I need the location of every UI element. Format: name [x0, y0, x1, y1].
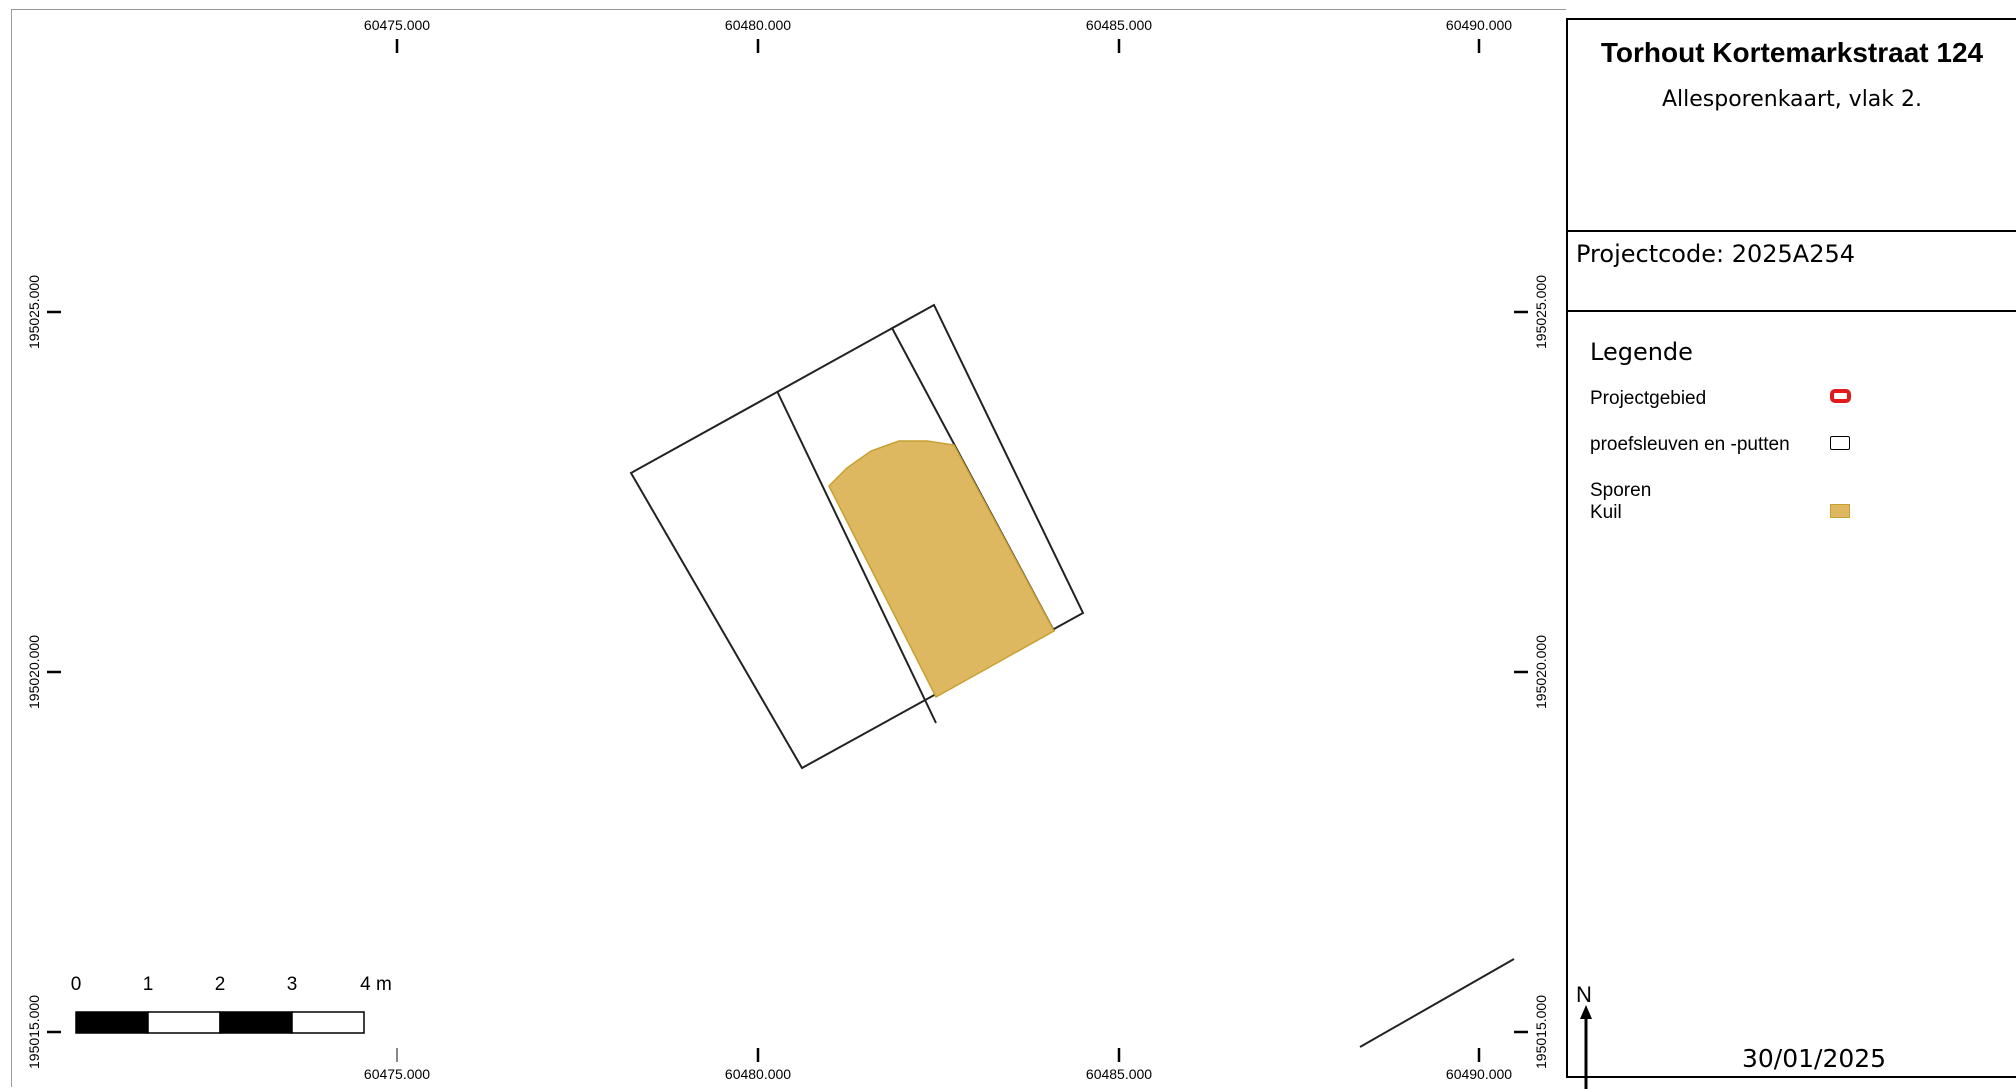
scale-label-2: 2 [215, 974, 226, 995]
map-frame [11, 9, 1566, 1087]
y-label-right-1: 195025.000 [1533, 275, 1549, 349]
scale-segment-4 [291, 1011, 365, 1034]
legend-item-sporen: Sporen Kuil [1590, 480, 2016, 524]
legend-heading: Legende [1590, 338, 1693, 366]
x-axis-bottom: 60475.000 60480.000 60485.000 60490.000 [364, 1048, 1512, 1082]
x-label-bottom-1: 60475.000 [364, 1066, 430, 1082]
projectgebied-edge-line [1359, 958, 1515, 1048]
map-title: Torhout Kortemarkstraat 124 [1600, 37, 1984, 68]
project-code: Projectcode: 2025A254 [1576, 240, 1856, 268]
y-label-right-2: 195020.000 [1533, 635, 1549, 709]
x-label-top-4: 60490.000 [1446, 17, 1512, 33]
legend-label-projectgebied: Projectgebied [1590, 388, 1707, 409]
scale-segment-2 [147, 1011, 221, 1034]
map-subtitle: Allesporenkaart, vlak 2. [1661, 87, 1923, 112]
legend-label-proefsleuven: proefsleuven en -putten [1590, 434, 1790, 455]
north-label: N [1576, 982, 1592, 1007]
legend-item-kuil: Kuil [1590, 502, 2016, 524]
y-axis-left: 195025.000 195020.000 195015.000 [26, 275, 61, 1069]
x-label-bottom-2: 60480.000 [725, 1066, 791, 1082]
scale-label-3: 3 [287, 974, 298, 995]
scale-label-4: 4 m [360, 974, 392, 995]
north-arrow-icon [1580, 1005, 1592, 1089]
map-features [629, 303, 1515, 1048]
y-label-left-3: 195015.000 [26, 995, 42, 1069]
trench-segment-divider-1 [776, 390, 937, 724]
y-label-left-1: 195025.000 [26, 275, 42, 349]
x-label-top-3: 60485.000 [1086, 17, 1152, 33]
trench-outline[interactable] [629, 303, 1085, 770]
y-axis-right: 195025.000 195020.000 195015.000 [1514, 275, 1549, 1069]
title-block: Torhout Kortemarkstraat 124 Allesporenka… [1568, 20, 2016, 232]
y-label-right-3: 195015.000 [1533, 995, 1549, 1069]
x-label-top-1: 60475.000 [364, 17, 430, 33]
proefsleuven-swatch-icon [1830, 436, 1850, 450]
scale-segment-3 [219, 1011, 293, 1034]
projectgebied-swatch-icon [1830, 389, 1851, 403]
x-label-top-2: 60480.000 [725, 17, 791, 33]
y-label-left-2: 195020.000 [26, 635, 42, 709]
legend-item-proefsleuven: proefsleuven en -putten [1590, 434, 2016, 480]
scale-label-0: 0 [71, 974, 82, 995]
scale-bar: 0 1 2 3 4 m [71, 974, 392, 1034]
scale-label-1: 1 [143, 974, 154, 995]
legend-item-projectgebied: Projectgebied [1590, 388, 2016, 434]
side-panel: Torhout Kortemarkstraat 124 Allesporenka… [1566, 18, 2016, 1089]
scale-segment-1 [75, 1011, 149, 1034]
x-label-bottom-4: 60490.000 [1446, 1066, 1512, 1082]
legend-label-sporen: Sporen [1590, 480, 1652, 501]
legend: Legende Projectgebied proefsleuven en -p… [1568, 312, 2016, 524]
x-label-bottom-3: 60485.000 [1086, 1066, 1152, 1082]
project-code-block: Projectcode: 2025A254 [1568, 232, 2016, 312]
legend-label-kuil: Kuil [1590, 502, 1622, 523]
x-axis-top: 60475.000 60480.000 60485.000 60490.000 [364, 17, 1512, 53]
kuil-swatch-icon [1830, 504, 1850, 518]
kuil-feature[interactable] [828, 440, 1056, 699]
map-date: 30/01/2025 [1742, 1044, 1887, 1073]
